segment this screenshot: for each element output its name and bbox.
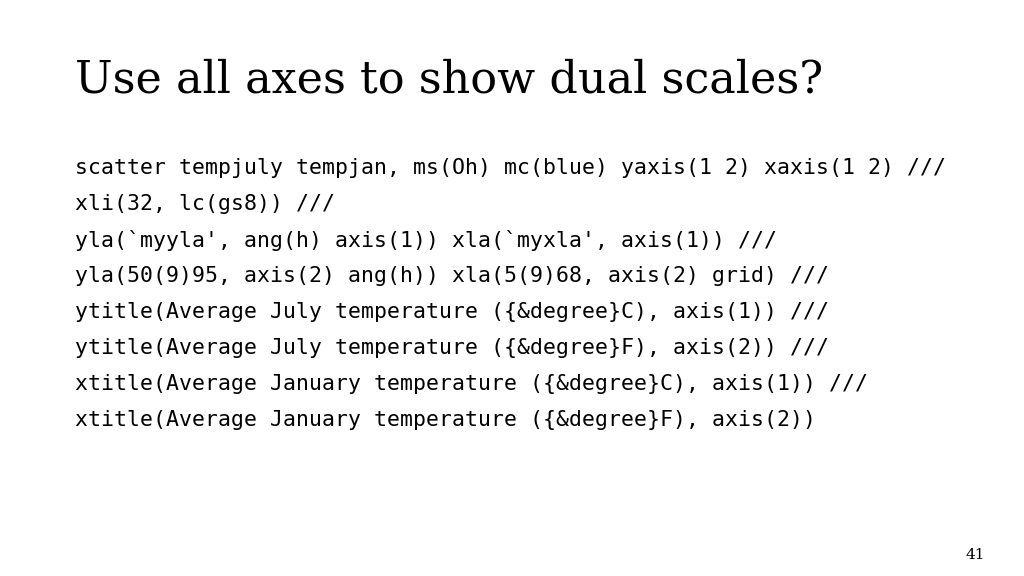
Text: xli(32, lc(gs8)) ///: xli(32, lc(gs8)) /// <box>75 194 335 214</box>
Text: yla(`myyla', ang(h) axis(1)) xla(`myxla', axis(1)) ///: yla(`myyla', ang(h) axis(1)) xla(`myxla'… <box>75 230 777 251</box>
Text: xtitle(Average January temperature ({&degree}F), axis(2)): xtitle(Average January temperature ({&de… <box>75 410 816 430</box>
Text: ytitle(Average July temperature ({&degree}C), axis(1)) ///: ytitle(Average July temperature ({&degre… <box>75 302 829 322</box>
Text: xtitle(Average January temperature ({&degree}C), axis(1)) ///: xtitle(Average January temperature ({&de… <box>75 374 868 394</box>
Text: 41: 41 <box>966 548 985 562</box>
Text: ytitle(Average July temperature ({&degree}F), axis(2)) ///: ytitle(Average July temperature ({&degre… <box>75 338 829 358</box>
Text: yla(50(9)95, axis(2) ang(h)) xla(5(9)68, axis(2) grid) ///: yla(50(9)95, axis(2) ang(h)) xla(5(9)68,… <box>75 266 829 286</box>
Text: scatter tempjuly tempjan, ms(Oh) mc(blue) yaxis(1 2) xaxis(1 2) ///: scatter tempjuly tempjan, ms(Oh) mc(blue… <box>75 158 946 178</box>
Text: Use all axes to show dual scales?: Use all axes to show dual scales? <box>75 58 823 101</box>
